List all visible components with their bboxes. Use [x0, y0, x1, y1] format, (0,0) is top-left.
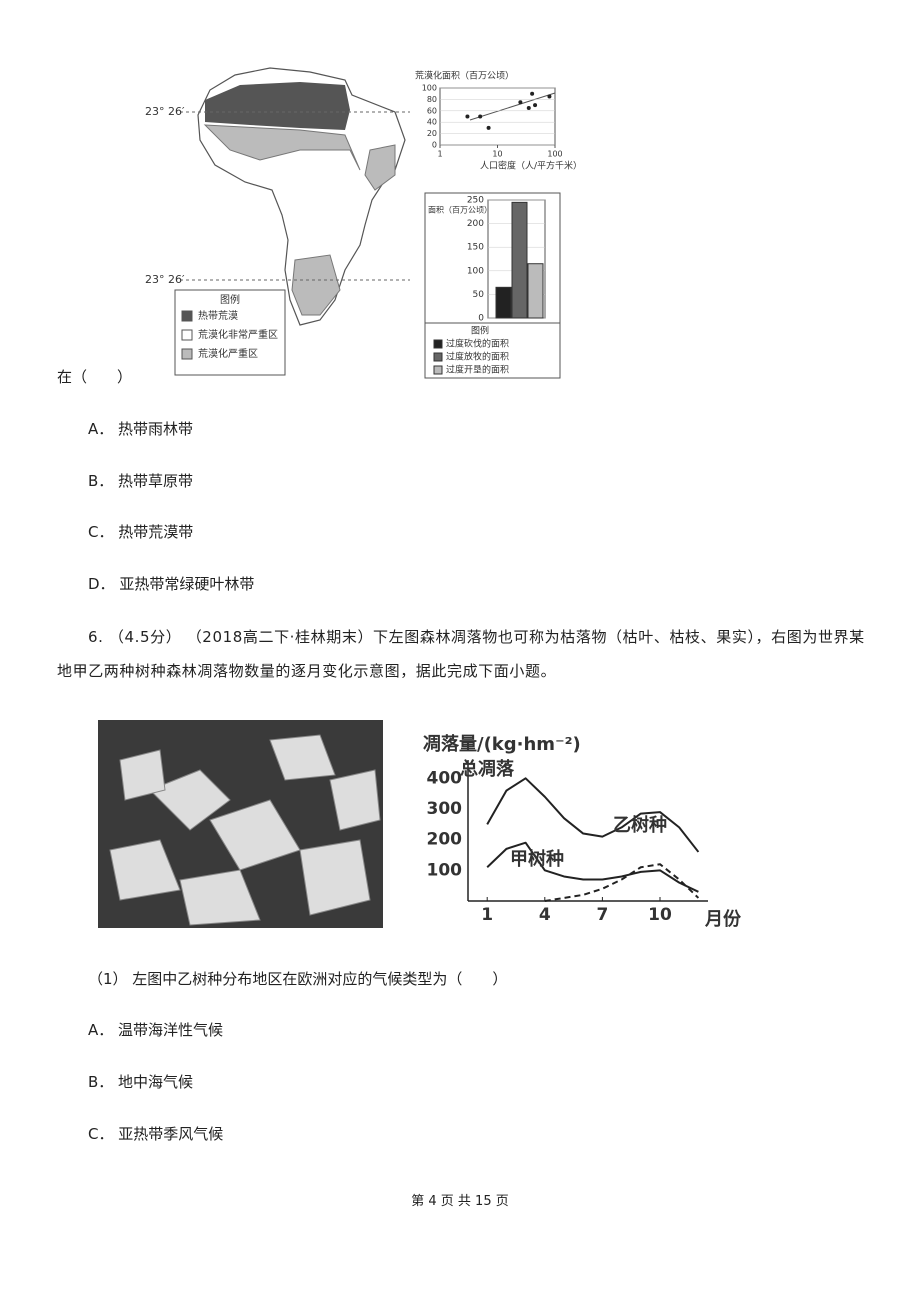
y-tick-label: 0	[478, 314, 484, 324]
lat-label: 23° 26′	[145, 105, 185, 118]
trend-line	[469, 92, 556, 121]
line-series	[486, 777, 700, 853]
point	[547, 94, 552, 99]
y-tick-label: 20	[427, 129, 437, 138]
x-tick-label: 7	[596, 905, 608, 925]
legend-swatch	[433, 365, 443, 375]
plot-frame	[439, 87, 556, 146]
map-severe	[364, 144, 396, 191]
option: A． 温带海洋性气候	[88, 1021, 224, 1039]
bar	[495, 286, 512, 319]
legend-label: 荒漠化严重区	[198, 347, 258, 360]
x-tick-label: 1	[481, 905, 493, 925]
bar	[511, 201, 528, 319]
lat-label: 23° 26′	[145, 273, 185, 286]
line-series	[544, 863, 700, 902]
question-stem: 6. （4.5分） （2018高二下·桂林期末）下左图森林凋落物也可称为枯落物（…	[57, 628, 865, 680]
y-tick-label: 400	[427, 768, 463, 788]
map-severe	[291, 254, 341, 316]
y-tick-label: 60	[427, 106, 437, 115]
x-axis-label: 人口密度（人/平方千米）	[480, 160, 582, 172]
legend-swatch	[181, 310, 193, 322]
x-tick-label: 10	[648, 905, 672, 925]
legend-label: 过度放牧的面积	[446, 351, 509, 363]
option: C． 亚热带季风气候	[88, 1125, 224, 1143]
y-tick-label: 50	[473, 290, 485, 300]
legend-swatch	[181, 329, 193, 341]
y-tick-label: 250	[467, 196, 484, 206]
y-tick-label: 0	[432, 141, 437, 150]
bar	[527, 263, 544, 319]
photo-leaves	[109, 734, 381, 926]
y-axis-label: 面积（百万公顷）	[428, 205, 492, 215]
y-tick-label: 150	[467, 243, 484, 253]
point	[478, 114, 483, 119]
sub-question: （1） 左图中乙树种分布地区在欧洲对应的气候类型为（ ）	[88, 970, 508, 988]
legend-title: 图例	[471, 325, 489, 337]
y-tick-label: 200	[427, 830, 463, 850]
y-tick-label: 100	[467, 266, 484, 276]
map-legend-box	[174, 289, 286, 376]
y-tick-label: 40	[427, 118, 437, 127]
y-tick-label: 300	[427, 799, 463, 819]
legend-label: 热带荒漠	[198, 309, 238, 322]
y-tick-label: 80	[427, 95, 437, 104]
legend-swatch	[181, 348, 193, 360]
chart-title: 荒漠化面积（百万公顷）	[415, 70, 514, 82]
legend-swatch	[433, 339, 443, 349]
option: C． 热带荒漠带	[88, 523, 194, 541]
map-severe	[203, 124, 361, 171]
point	[486, 125, 491, 130]
x-axis-label: 月份	[704, 908, 742, 930]
option: D． 亚热带常绿硬叶林带	[88, 574, 255, 593]
y-tick-label: 100	[422, 84, 437, 93]
x-tick-label: 4	[539, 905, 551, 925]
y-tick-label: 100	[427, 860, 463, 880]
legend-label: 过度砍伐的面积	[446, 338, 509, 350]
legend-label: 过度开垦的面积	[446, 364, 509, 376]
option: B． 地中海气候	[88, 1073, 194, 1091]
point	[530, 91, 535, 96]
point	[526, 105, 531, 110]
map-desert	[205, 82, 350, 130]
y-tick-label: 200	[467, 219, 484, 229]
y-axis-label: 凋落量/(kg·hm⁻²)	[423, 733, 581, 755]
page-footer: 第 4 页 共 15 页	[411, 1194, 509, 1209]
question-tail: 在（ ）	[57, 368, 133, 386]
x-tick-label: 100	[547, 150, 562, 159]
series-label: 乙树种	[613, 814, 667, 836]
series-label: 甲树种	[510, 848, 564, 870]
legend-swatch	[433, 352, 443, 362]
point	[518, 100, 523, 105]
option: B． 热带草原带	[88, 471, 194, 490]
point	[465, 114, 470, 119]
line-series	[486, 841, 699, 893]
legend-label: 荒漠化非常严重区	[198, 328, 278, 341]
x-tick-label: 10	[492, 150, 502, 159]
point	[533, 103, 538, 108]
series-label: 总凋落	[460, 758, 515, 780]
option: A． 热带雨林带	[88, 420, 194, 438]
x-tick-label: 1	[437, 150, 442, 159]
legend-title: 图例	[220, 293, 240, 306]
